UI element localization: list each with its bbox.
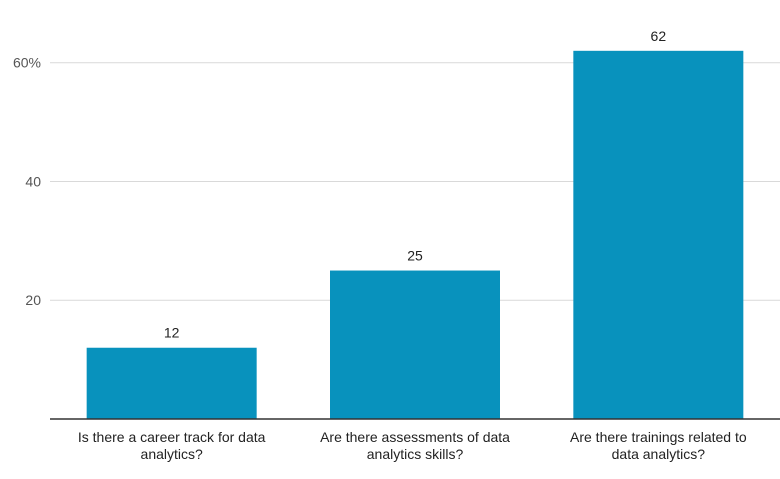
data-label: 62 — [651, 28, 667, 44]
x-axis-categories: Is there a career track for dataanalytic… — [78, 429, 747, 462]
data-label: 25 — [407, 248, 423, 264]
x-category-label: analytics? — [141, 446, 203, 462]
bar — [86, 347, 257, 419]
bars — [86, 50, 744, 420]
bar — [330, 270, 500, 419]
data-label: 12 — [164, 325, 180, 341]
y-tick-label: 40 — [25, 173, 41, 189]
x-category-label: Are there assessments of data — [320, 429, 510, 445]
x-category-label: data analytics? — [612, 446, 706, 462]
x-category-label: Is there a career track for data — [78, 429, 266, 445]
bar — [573, 50, 744, 420]
y-tick-label: 20 — [25, 292, 41, 308]
y-tick-label: 60% — [13, 55, 41, 71]
data-labels: 12 25 62 — [164, 28, 666, 341]
y-axis-ticks: 20 40 60% — [13, 55, 41, 309]
x-category-label: analytics skills? — [367, 446, 464, 462]
x-category-label: Are there trainings related to — [570, 429, 747, 445]
